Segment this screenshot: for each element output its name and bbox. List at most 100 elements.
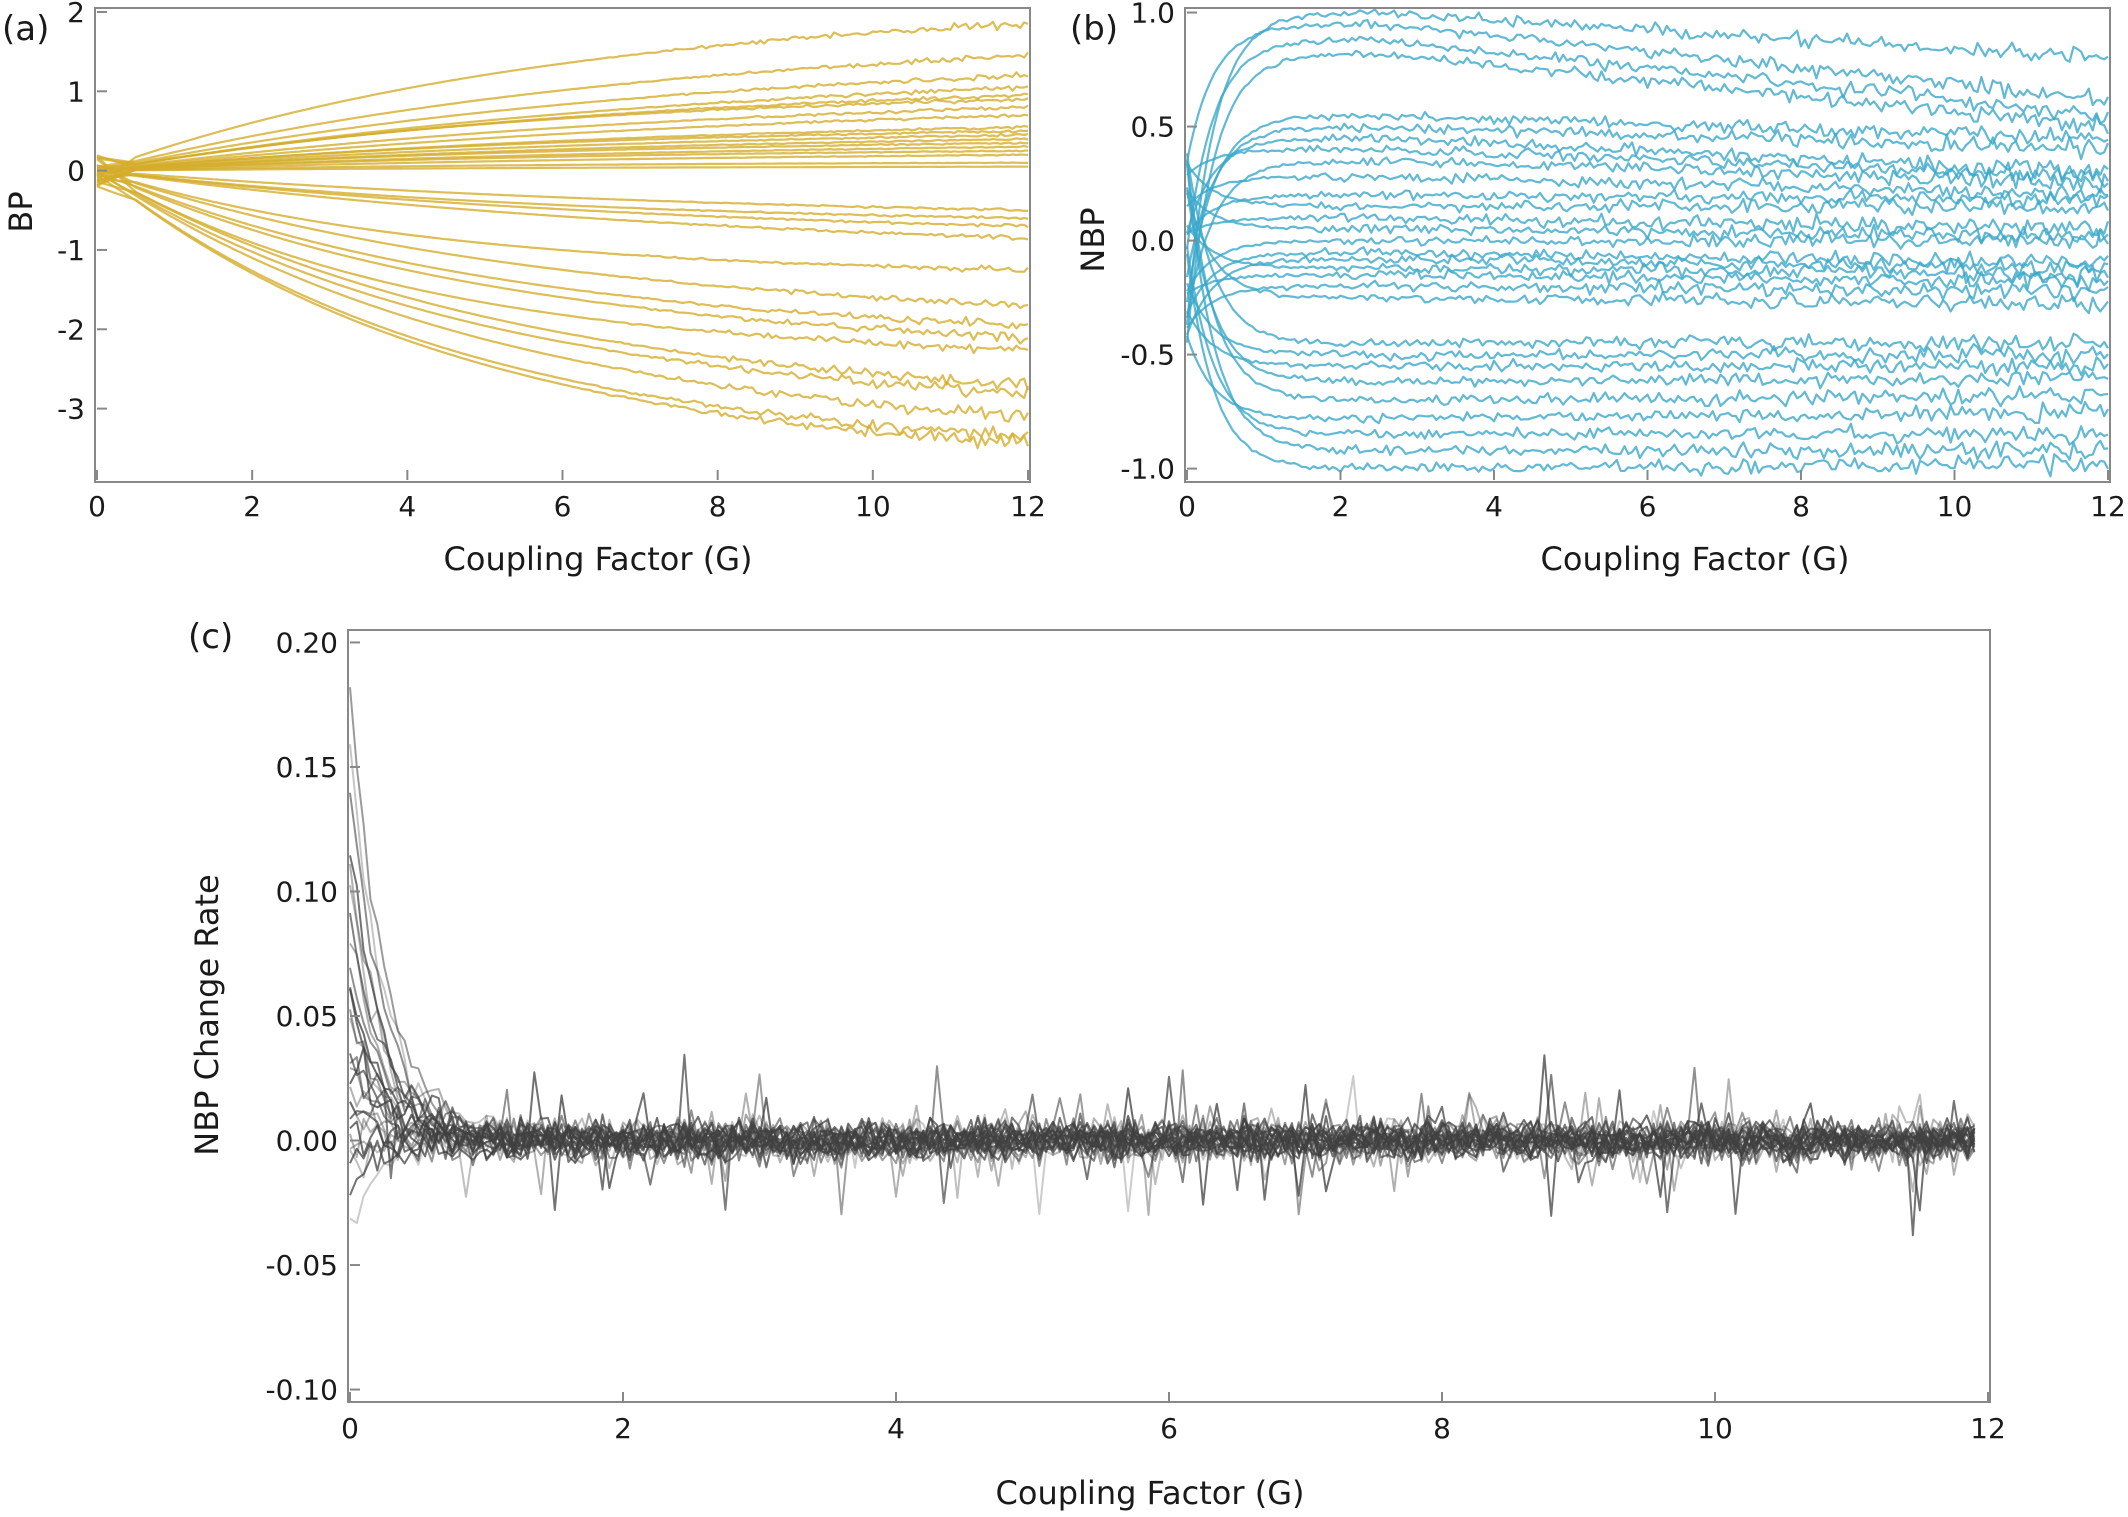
panel-a-x-tick-label: 6 bbox=[554, 490, 572, 523]
panel-a-y-tick-label: 2 bbox=[67, 0, 85, 29]
panel-a-x-tick-label: 0 bbox=[88, 490, 106, 523]
bp-series-line bbox=[96, 104, 1029, 179]
panel-c-x-tick-label: 8 bbox=[1433, 1412, 1451, 1445]
bp-series-line bbox=[96, 149, 1029, 176]
panel-b-x-tick-label: 0 bbox=[1178, 490, 1196, 523]
panel-c-y-ticks: -0.10 -0.05 0.00 0.05 0.10 0.15 0.20 bbox=[266, 626, 360, 1407]
panel-c-x-tick-label: 6 bbox=[1160, 1412, 1178, 1445]
nbp-series-line bbox=[1185, 187, 2109, 390]
panel-a-x-axis-label: Coupling Factor (G) bbox=[444, 540, 753, 578]
bp-series-line bbox=[96, 113, 1029, 174]
panel-c: (c) 0 2 4 6 8 10 12 -0.10 -0.05 0.00 0.05 0.10 0.15… bbox=[188, 617, 2006, 1512]
panel-a-x-tick-label: 4 bbox=[398, 490, 416, 523]
panel-b-x-ticks: 0 2 4 6 8 10 12 bbox=[1178, 470, 2126, 523]
panel-b-x-tick-label: 2 bbox=[1332, 490, 1350, 523]
panel-b-x-tick-label: 12 bbox=[2090, 490, 2126, 523]
panel-a-y-tick-label: 1 bbox=[67, 75, 85, 108]
nbp-series-line bbox=[1185, 153, 2109, 353]
panel-c-y-tick-label: -0.10 bbox=[266, 1374, 338, 1407]
bp-series-line bbox=[97, 141, 1029, 170]
panel-c-y-tick-label: 0.10 bbox=[276, 875, 338, 908]
panel-c-x-tick-label: 12 bbox=[1970, 1412, 2006, 1445]
panel-c-x-axis-label: Coupling Factor (G) bbox=[996, 1474, 1305, 1512]
nbp-change-rate-series-line bbox=[349, 1009, 1976, 1216]
nbp-change-rate-series-line bbox=[349, 743, 1975, 1184]
panel-c-y-tick-label: 0.20 bbox=[276, 626, 338, 659]
panel-a-y-tick-label: -1 bbox=[57, 234, 85, 267]
panel-a-y-tick-label: 0 bbox=[67, 155, 85, 188]
panel-b-y-tick-label: 0.0 bbox=[1130, 225, 1175, 258]
bp-series-line bbox=[96, 174, 1029, 229]
nbp-series-line bbox=[1186, 310, 2109, 377]
nbp-series-line bbox=[1185, 246, 2109, 446]
panel-c-x-tick-label: 10 bbox=[1697, 1412, 1733, 1445]
panel-c-y-tick-label: 0.00 bbox=[276, 1125, 338, 1158]
nbp-series-line bbox=[1185, 133, 2109, 234]
panel-b-y-tick-label: 0.5 bbox=[1130, 111, 1175, 144]
panel-a-x-ticks: 0 2 4 6 8 10 12 bbox=[88, 470, 1046, 523]
panel-a-y-axis-label: BP bbox=[2, 191, 40, 232]
panel-c-x-tick-label: 0 bbox=[341, 1412, 359, 1445]
panel-c-plot-area bbox=[349, 687, 1976, 1237]
panel-b-y-tick-label: 1.0 bbox=[1130, 0, 1175, 30]
panel-c-y-tick-label: 0.15 bbox=[276, 751, 338, 784]
bp-series-line bbox=[96, 185, 1029, 441]
nbp-series-line bbox=[1185, 49, 2110, 343]
nbp-series-line bbox=[1186, 268, 2109, 295]
bp-series-line bbox=[96, 161, 1028, 186]
nbp-series-line bbox=[1185, 156, 2109, 319]
panel-c-label: (c) bbox=[188, 617, 233, 657]
bp-series-line bbox=[96, 20, 1029, 187]
panel-a-y-ticks: -3 -2 -1 0 1 2 bbox=[57, 0, 107, 426]
bp-series-line bbox=[96, 180, 1030, 391]
panel-a-y-tick-label: -3 bbox=[57, 393, 85, 426]
panel-a-x-tick-label: 8 bbox=[709, 490, 727, 523]
nbp-series-line bbox=[1185, 282, 2109, 368]
nbp-change-rate-series-line bbox=[349, 1113, 1976, 1217]
bp-series-line bbox=[96, 165, 1028, 182]
panel-c-y-tick-label: -0.05 bbox=[266, 1249, 338, 1282]
nbp-series-line bbox=[1186, 246, 2109, 315]
bp-series-line bbox=[96, 158, 1029, 345]
panel-b-y-tick-label: -1.0 bbox=[1120, 453, 1175, 486]
panel-a-x-tick-label: 2 bbox=[243, 490, 261, 523]
bp-series-line bbox=[96, 170, 1029, 423]
nbp-change-rate-series-line bbox=[349, 1093, 1976, 1199]
nbp-series-line bbox=[1185, 19, 2109, 162]
nbp-series-line bbox=[1185, 160, 2109, 408]
nbp-series-line bbox=[1185, 8, 2109, 326]
panel-b: (b) 0 2 4 6 8 10 12 -1.0 -0.5 0.0 0.5 1.0 Coupling… bbox=[1070, 0, 2126, 578]
nbp-series-line bbox=[1185, 35, 2110, 250]
nbp-series-line bbox=[1186, 188, 2109, 236]
nbp-series-line bbox=[1185, 192, 2109, 315]
nbp-change-rate-series-line bbox=[349, 1075, 1976, 1224]
panel-c-y-tick-label: 0.05 bbox=[276, 1000, 338, 1033]
nbp-series-line bbox=[1186, 144, 2109, 188]
panel-b-x-tick-label: 10 bbox=[1937, 490, 1973, 523]
nbp-change-rate-series-line bbox=[349, 855, 1975, 1237]
nbp-series-line bbox=[1186, 163, 2109, 216]
panel-a-frame bbox=[94, 7, 1031, 483]
panel-c-x-tick-label: 4 bbox=[887, 1412, 905, 1445]
nbp-series-line bbox=[1185, 122, 2110, 278]
panel-b-frame bbox=[1184, 7, 2111, 483]
bp-series-line bbox=[96, 71, 1029, 164]
nbp-series-line bbox=[1186, 224, 2109, 287]
nbp-change-rate-series-line bbox=[349, 1104, 1976, 1185]
nbp-series-line bbox=[1185, 110, 2109, 303]
panel-b-label: (b) bbox=[1070, 9, 1118, 49]
panel-c-y-axis-label: NBP Change Rate bbox=[188, 874, 226, 1155]
panel-c-frame bbox=[347, 629, 1991, 1403]
bp-series-line bbox=[96, 168, 1029, 241]
bp-series-line bbox=[96, 172, 1029, 330]
nbp-series-line bbox=[1186, 278, 2109, 329]
nbp-change-rate-series-line bbox=[349, 1105, 1976, 1215]
panel-c-x-tick-label: 2 bbox=[614, 1412, 632, 1445]
panel-b-x-tick-label: 4 bbox=[1485, 490, 1503, 523]
bp-series-line bbox=[96, 129, 1029, 175]
panel-b-x-tick-label: 8 bbox=[1792, 490, 1810, 523]
panel-a-x-tick-label: 12 bbox=[1010, 490, 1046, 523]
nbp-series-line bbox=[1185, 252, 2109, 336]
bp-series-line bbox=[96, 132, 1029, 183]
